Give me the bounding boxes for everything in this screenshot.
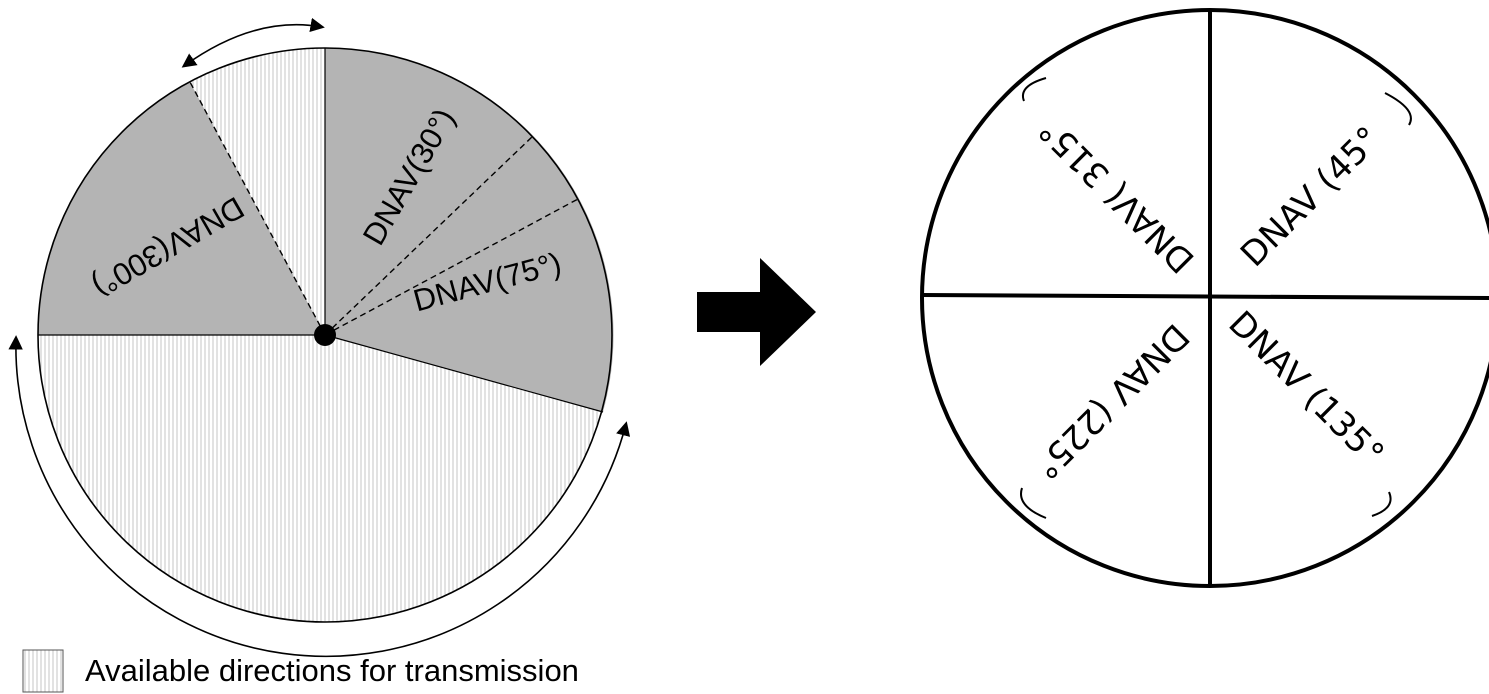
dashed-boundary-line [189, 81, 326, 336]
legend-label: Available directions for transmission [85, 653, 579, 688]
quadrant-marker-arc [1371, 491, 1392, 517]
rotation-arrow-bottom [8, 335, 631, 658]
left-circle-outline [37, 47, 613, 623]
right-direction-diagram: DNAV (45° DNAV (135° DNAV (225° DNAV( 31… [920, 8, 1489, 588]
label-dnav-225: DNAV (225° [1026, 316, 1197, 487]
left-direction-diagram: DNAV(30°) DNAV(75°) DNAV(300°) [8, 17, 631, 658]
node-dot [314, 324, 336, 346]
label-dnav-135: DNAV (135° [1221, 303, 1392, 474]
transform-arrow-icon [697, 258, 816, 366]
horizontal-divider [921, 293, 1489, 300]
quadrant-marker-arc [1020, 487, 1047, 519]
legend: Available directions for transmission [22, 649, 579, 693]
label-dnav-315: DNAV( 315° [1031, 110, 1202, 281]
sector-dnav-300 [38, 82, 325, 335]
label-dnav-45: DNAV (45° [1233, 119, 1389, 275]
legend-swatch [22, 649, 64, 693]
rotation-arrow-top [181, 17, 325, 68]
dashed-boundary-line [324, 198, 579, 336]
quadrant-marker-arc [1022, 77, 1047, 102]
dashed-boundary-line [324, 135, 534, 336]
sector-dnav-30-75 [325, 47, 614, 412]
quadrant-marker-arc [1384, 92, 1412, 126]
